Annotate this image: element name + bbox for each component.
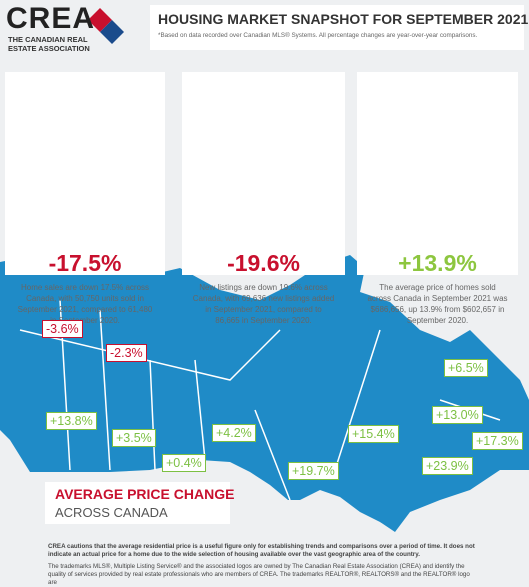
logo-name: CREA — [6, 2, 96, 35]
region-label: +23.9% — [422, 457, 473, 475]
stat-card: -17.5% Home sales are down 17.5% across C… — [5, 72, 165, 325]
stat-card: -19.6% New listings are down 19.6% across… — [182, 72, 345, 325]
region-label: +6.5% — [444, 359, 488, 377]
map-title: AVERAGE PRICE CHANGE — [55, 486, 235, 502]
region-label: +19.7% — [288, 462, 339, 480]
stat-value: +13.9% — [398, 250, 477, 276]
stat-text: Home sales are down 17.5% across Canada,… — [17, 283, 153, 325]
region-label: +15.4% — [348, 425, 399, 443]
stat-text: The average price of homes sold across C… — [367, 283, 508, 325]
logo-text: THE CANADIAN REAL ESTATE ASSOCIATION — [8, 35, 90, 53]
region-label: -3.6% — [42, 320, 83, 338]
stat-text: New listings are down 19.6% across Canad… — [192, 283, 335, 325]
logo-line: THE CANADIAN REAL — [8, 35, 88, 44]
footer-trademark: The trademarks MLS®, Multiple Listing Se… — [48, 563, 470, 586]
region-label: +13.0% — [432, 406, 483, 424]
region-label: +4.2% — [212, 424, 256, 442]
logo-line: ESTATE ASSOCIATION — [8, 44, 90, 53]
region-label: +0.4% — [162, 454, 206, 472]
region-label: +17.3% — [472, 432, 523, 450]
map-subtitle: ACROSS CANADA — [55, 505, 168, 520]
region-label: +13.8% — [46, 412, 97, 430]
stat-value: -19.6% — [227, 250, 300, 276]
footer-caution: CREA cautions that the average residenti… — [48, 543, 475, 558]
region-label: -2.3% — [106, 344, 147, 362]
region-label: +3.5% — [112, 429, 156, 447]
header-subtitle: *Based on data recorded over Canadian ML… — [158, 32, 478, 39]
stat-value: -17.5% — [48, 250, 122, 276]
stat-card: +13.9% The average price of homes sold ac… — [357, 72, 518, 325]
header-title: HOUSING MARKET SNAPSHOT FOR SEPTEMBER 20… — [158, 11, 529, 27]
